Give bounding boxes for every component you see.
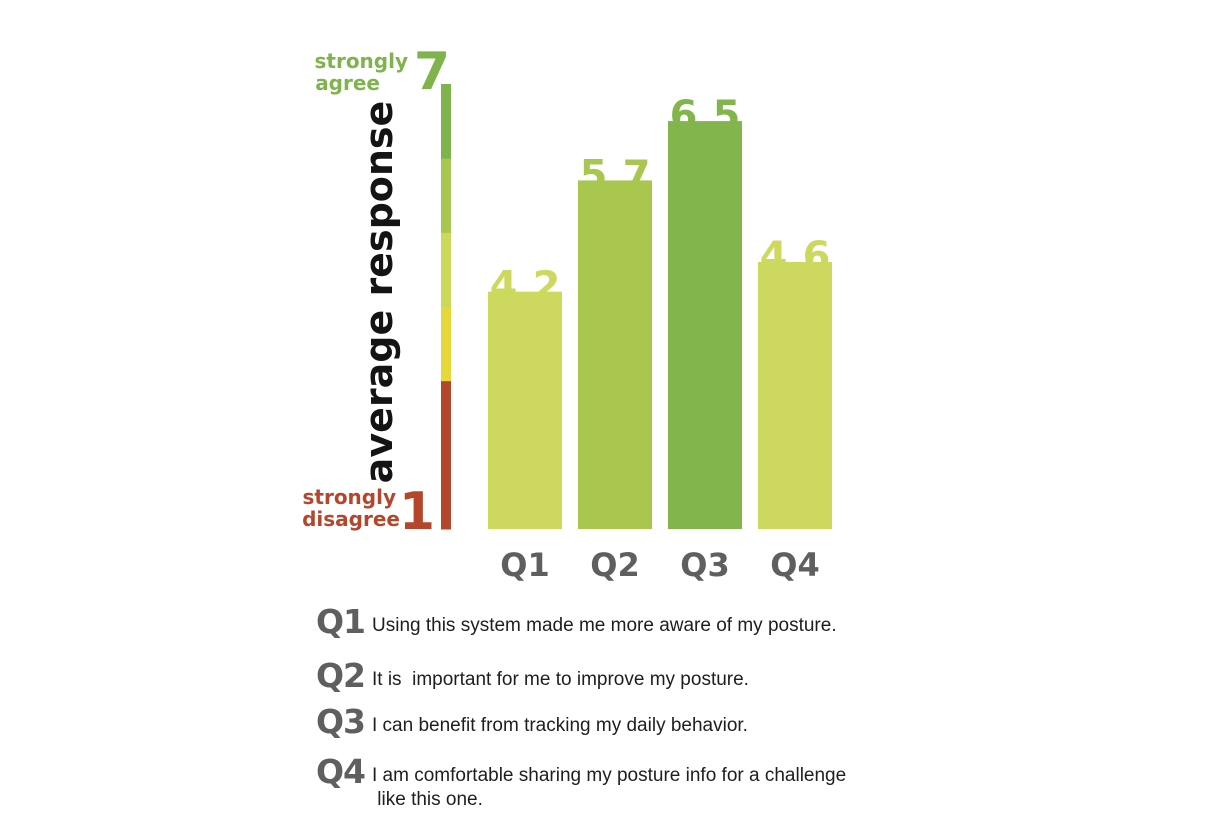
scale-segment <box>441 84 451 159</box>
scale-top-label-line1: strongly <box>314 49 408 73</box>
question-item: Q3 I can benefit from tracking my daily … <box>316 704 932 740</box>
scale-segment <box>441 454 451 530</box>
y-axis-label: average response <box>357 101 401 484</box>
value-label-q4: 4.6 <box>760 234 831 280</box>
question-code: Q1 <box>316 602 366 641</box>
bar-q3 <box>668 121 742 529</box>
x-tick-label-q3: Q3 <box>680 546 729 584</box>
value-label-q3: 6.5 <box>670 93 741 139</box>
bar-q2 <box>578 180 652 529</box>
x-tick-label-q2: Q2 <box>590 546 639 584</box>
scale-segment <box>441 306 451 382</box>
value-label-q2: 5.7 <box>580 152 651 198</box>
question-code: Q4 <box>316 752 366 791</box>
question-item: Q2 It is important for me to improve my … <box>316 658 932 694</box>
scale-segment <box>441 380 451 456</box>
x-tick-label-q1: Q1 <box>500 546 549 584</box>
scale-top-label-line2: agree <box>315 71 380 95</box>
color-scale-bar <box>441 84 451 530</box>
question-item: Q4 I am comfortable sharing my posture i… <box>316 754 932 812</box>
question-text: Using this system made me more aware of … <box>372 615 837 636</box>
bar-q1 <box>488 291 562 529</box>
bar-q4 <box>758 262 832 529</box>
scale-bottom-label-line2: disagree <box>302 507 400 531</box>
question-text: I can benefit from tracking my daily beh… <box>372 715 748 736</box>
bars-group <box>488 121 832 529</box>
x-tick-label-q4: Q4 <box>770 546 819 584</box>
question-item: Q1 Using this system made me more aware … <box>316 604 932 640</box>
question-text: I am comfortable sharing my posture info… <box>372 765 847 810</box>
scale-bottom-label-line1: strongly <box>302 485 396 509</box>
question-code: Q3 <box>316 702 366 741</box>
value-label-q1: 4.2 <box>490 264 561 310</box>
scale-segment <box>441 158 451 233</box>
x-tick-labels-group: Q1 Q2 Q3 Q4 <box>500 546 819 584</box>
scale-segment <box>441 232 451 307</box>
value-labels-group: 4.2 5.7 6.5 4.6 <box>490 93 831 310</box>
question-code: Q2 <box>316 656 366 695</box>
scale-bottom-value: 1 <box>399 482 435 542</box>
question-text: It is important for me to improve my pos… <box>372 669 749 690</box>
